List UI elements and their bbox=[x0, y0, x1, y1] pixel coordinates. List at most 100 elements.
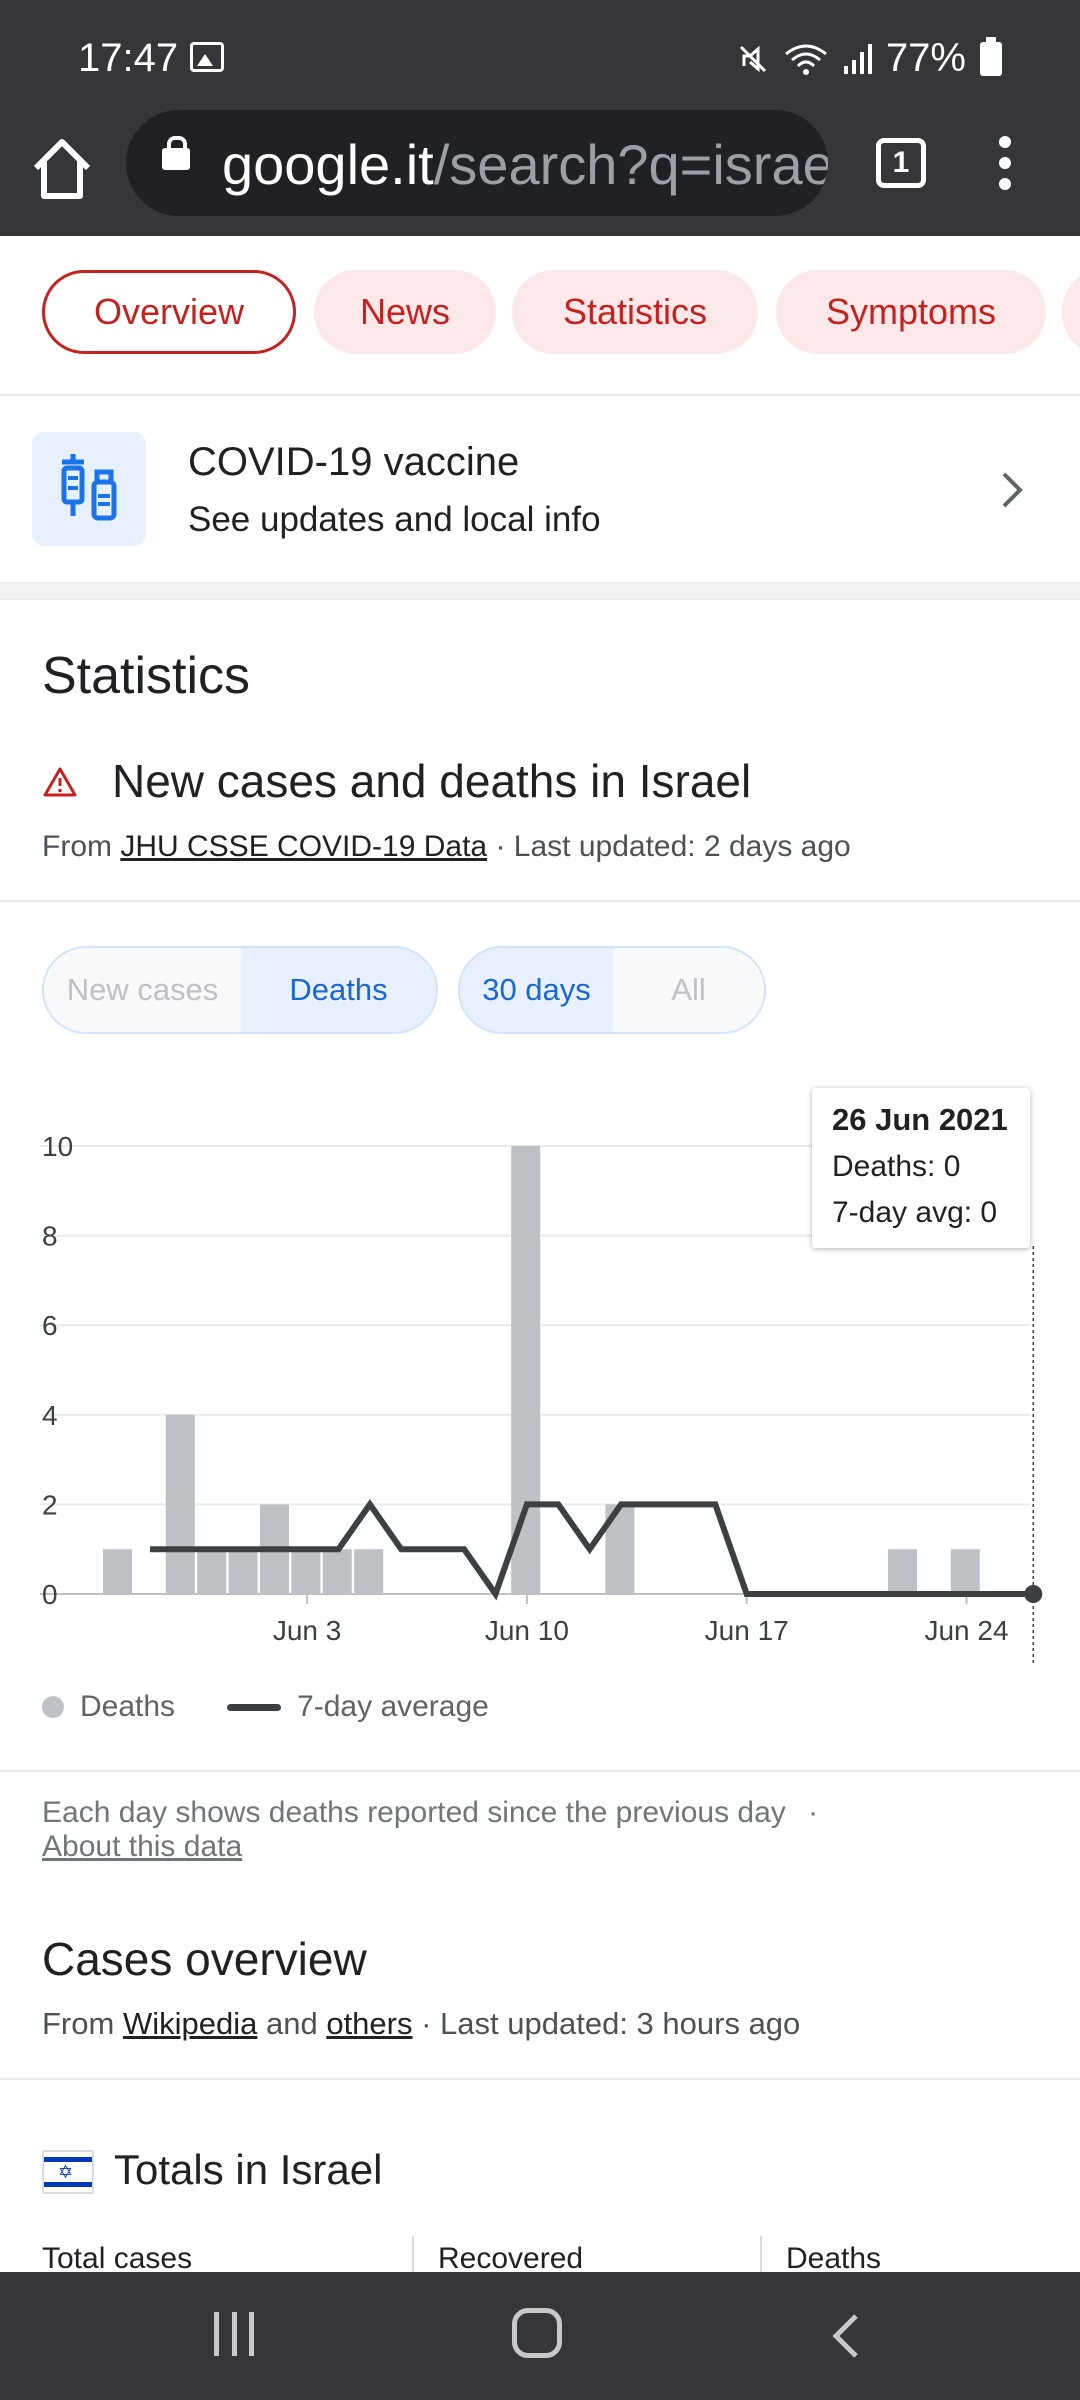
deaths-bar bbox=[291, 1549, 321, 1594]
chart-legend: Deaths 7-day average bbox=[42, 1690, 489, 1724]
ov-and: and bbox=[265, 2006, 318, 2041]
url-text: google.it/search?q=israe bbox=[222, 132, 828, 197]
status-time: 17:47 bbox=[78, 36, 179, 80]
deaths-chart[interactable]: 0 2 4 6 8 10 Jun 3 Jun 10 Jun 17 Jun 24 bbox=[0, 1080, 1080, 1680]
deaths-bar bbox=[511, 1146, 541, 1594]
chip-symptoms[interactable]: Symptoms bbox=[776, 270, 1046, 354]
tooltip-deaths: Deaths: 0 bbox=[832, 1150, 961, 1183]
y-tick-label: 2 bbox=[42, 1489, 58, 1520]
more-menu-icon[interactable] bbox=[996, 136, 1014, 196]
deaths-bar bbox=[228, 1549, 258, 1594]
browser-toolbar: google.it/search?q=israe 1 bbox=[0, 110, 1080, 236]
warning-icon bbox=[43, 767, 77, 797]
israel-flag-icon: ✡ bbox=[42, 2150, 94, 2194]
ov-prefix: From bbox=[42, 2006, 115, 2041]
note-separator: · bbox=[808, 1796, 819, 1829]
chevron-right-icon bbox=[1002, 472, 1023, 508]
home-icon[interactable] bbox=[30, 134, 94, 204]
col-deaths: Deaths bbox=[786, 2242, 882, 2272]
recent-apps-icon[interactable] bbox=[214, 2312, 254, 2356]
metric-toggle: New cases Deaths bbox=[42, 946, 438, 1034]
deaths-bar bbox=[888, 1549, 917, 1594]
y-tick-label: 0 bbox=[42, 1579, 58, 1610]
y-tick-label: 4 bbox=[42, 1400, 58, 1431]
average-line bbox=[150, 1499, 1030, 1601]
lock-icon bbox=[162, 136, 190, 170]
deaths-bar bbox=[197, 1549, 227, 1594]
overview-source: From Wikipedia and others · Last updated… bbox=[42, 2006, 800, 2042]
vaccine-card[interactable]: COVID-19 vaccine See updates and local i… bbox=[0, 398, 1080, 582]
wikipedia-link[interactable]: Wikipedia bbox=[122, 2006, 258, 2041]
totals-heading: Totals in Israel bbox=[114, 2146, 383, 2193]
battery-icon bbox=[980, 36, 1002, 76]
divider bbox=[0, 1770, 1080, 1772]
source-suffix: · Last updated: 2 days ago bbox=[495, 830, 851, 863]
y-tick-label: 6 bbox=[42, 1310, 58, 1341]
legend-deaths-swatch bbox=[42, 1696, 64, 1718]
vaccine-subtitle: See updates and local info bbox=[188, 500, 601, 539]
system-nav-bar bbox=[0, 2272, 1080, 2400]
x-tick-label: Jun 10 bbox=[485, 1615, 569, 1646]
hover-point bbox=[1024, 1585, 1043, 1603]
totals-columns: Total cases Recovered Deaths bbox=[42, 2242, 1042, 2272]
ov-suffix: · Last updated: 3 hours ago bbox=[421, 2006, 801, 2041]
y-tick-label: 8 bbox=[42, 1221, 58, 1252]
url-host: google.it bbox=[222, 133, 434, 196]
toggle-new-cases[interactable]: New cases bbox=[66, 972, 219, 1007]
mute-icon bbox=[739, 45, 766, 72]
note-text: Each day shows deaths reported since the… bbox=[42, 1796, 786, 1829]
url-path: /search?q=israe bbox=[433, 133, 828, 196]
col-total-cases: Total cases bbox=[42, 2242, 193, 2272]
x-tick-label: Jun 17 bbox=[705, 1615, 789, 1646]
battery-percent: 77% bbox=[885, 36, 966, 80]
data-note: Each day shows deaths reported since the… bbox=[42, 1796, 1042, 1864]
column-separator bbox=[760, 2236, 762, 2276]
status-bar: 17:47 77% bbox=[0, 0, 1080, 110]
about-data-link[interactable]: About this data bbox=[42, 1830, 243, 1863]
chip-statistics[interactable]: Statistics bbox=[512, 270, 758, 354]
toggle-all[interactable]: All bbox=[671, 972, 706, 1007]
chip-overview[interactable]: Overview bbox=[42, 270, 296, 354]
statistics-heading: Statistics bbox=[42, 647, 251, 705]
status-icons: 77% bbox=[736, 36, 1002, 81]
tab-switcher-button[interactable]: 1 bbox=[876, 138, 926, 188]
deaths-bar bbox=[354, 1549, 384, 1594]
deaths-bar bbox=[103, 1549, 132, 1594]
toggle-deaths[interactable]: Deaths bbox=[241, 948, 436, 1032]
gallery-notification-icon bbox=[190, 42, 224, 72]
cases-overview-heading: Cases overview bbox=[42, 1933, 367, 1985]
divider bbox=[0, 900, 1080, 902]
toggle-30-days[interactable]: 30 days bbox=[460, 948, 613, 1032]
source-link[interactable]: JHU CSSE COVID-19 Data bbox=[120, 830, 488, 863]
legend-average-swatch bbox=[227, 1703, 282, 1711]
wifi-icon bbox=[785, 44, 827, 75]
deaths-bar bbox=[950, 1549, 980, 1594]
chart-tooltip: 26 Jun 2021 Deaths: 0 7-day avg: 0 bbox=[812, 1088, 1030, 1248]
stats-source: From JHU CSSE COVID-19 Data · Last updat… bbox=[42, 830, 851, 864]
x-tick-label: Jun 3 bbox=[273, 1615, 342, 1646]
deaths-bar bbox=[165, 1414, 195, 1594]
signal-icon bbox=[843, 43, 872, 74]
others-link[interactable]: others bbox=[326, 2006, 413, 2041]
vaccine-icon bbox=[32, 432, 146, 546]
chip-more[interactable] bbox=[1062, 270, 1080, 354]
tooltip-avg: 7-day avg: 0 bbox=[832, 1196, 998, 1229]
home-nav-icon[interactable] bbox=[512, 2308, 562, 2358]
deaths-bar bbox=[322, 1549, 352, 1594]
chip-news[interactable]: News bbox=[314, 270, 496, 354]
vaccine-title: COVID-19 vaccine bbox=[188, 440, 520, 484]
y-tick-label: 10 bbox=[42, 1131, 73, 1162]
topic-chips: Overview News Statistics Symptoms bbox=[0, 236, 1080, 396]
back-icon[interactable] bbox=[830, 2312, 860, 2360]
col-recovered: Recovered bbox=[438, 2242, 584, 2272]
source-prefix: From bbox=[42, 830, 112, 863]
legend-average: 7-day average bbox=[297, 1690, 489, 1723]
divider bbox=[0, 2078, 1080, 2080]
x-tick-label: Jun 24 bbox=[924, 1615, 1008, 1646]
column-separator bbox=[412, 2236, 414, 2276]
tooltip-date: 26 Jun 2021 bbox=[832, 1102, 1008, 1137]
chart-heading: New cases and deaths in Israel bbox=[112, 755, 752, 807]
url-bar[interactable]: google.it/search?q=israe bbox=[126, 110, 828, 216]
section-divider bbox=[0, 582, 1080, 600]
legend-deaths: Deaths bbox=[80, 1690, 176, 1723]
